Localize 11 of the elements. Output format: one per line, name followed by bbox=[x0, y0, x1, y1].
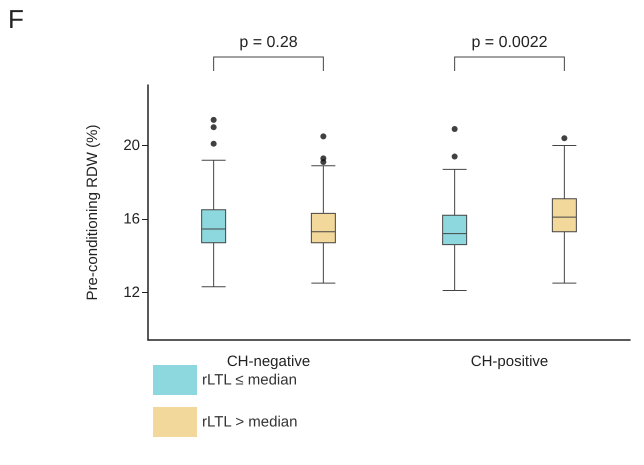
legend-label: rLTL > median bbox=[202, 414, 298, 430]
y-axis-title: Pre-conditioning RDW (%) bbox=[84, 124, 101, 300]
legend-label: rLTL ≤ median bbox=[202, 372, 297, 388]
text: F bbox=[8, 4, 24, 34]
text: p = 0.28 bbox=[239, 34, 298, 51]
text: p = 0.0022 bbox=[471, 34, 548, 51]
x-tick-label: CH-negative bbox=[226, 353, 310, 370]
x-tick-label: CH-positive bbox=[470, 353, 548, 370]
y-tick-label: 16 bbox=[123, 210, 140, 228]
y-tick-label: 20 bbox=[123, 137, 140, 154]
y-tick-label: 12 bbox=[123, 284, 140, 301]
